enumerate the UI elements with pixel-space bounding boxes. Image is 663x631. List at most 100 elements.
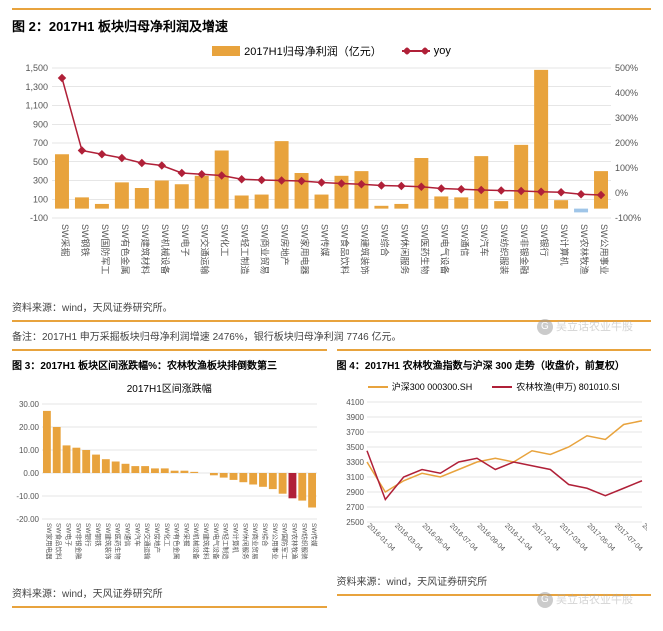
- chart2-title: 图 2：2017H1 板块归母净利润及增速: [12, 8, 651, 39]
- svg-text:0.00: 0.00: [23, 469, 39, 478]
- svg-text:SW采掘: SW采掘: [60, 224, 71, 257]
- svg-text:SW医药生物: SW医药生物: [114, 523, 123, 560]
- chart2-legend: 2017H1归母净利润（亿元） yoy: [12, 43, 651, 59]
- svg-text:700: 700: [33, 138, 48, 148]
- svg-text:2016-09-04: 2016-09-04: [475, 522, 505, 552]
- svg-text:SW休闲服务: SW休闲服务: [241, 523, 250, 560]
- svg-text:SW银行: SW银行: [84, 523, 93, 547]
- svg-text:SW交通运输: SW交通运输: [143, 523, 152, 560]
- svg-text:SW通信: SW通信: [459, 224, 470, 257]
- svg-text:SW交通运输: SW交通运输: [200, 224, 211, 275]
- svg-text:1,500: 1,500: [25, 63, 48, 73]
- svg-text:SW建筑装饰: SW建筑装饰: [104, 523, 113, 560]
- svg-text:4100: 4100: [346, 398, 364, 407]
- chart4-svg: 2500270029003100330035003700390041002016…: [337, 397, 647, 567]
- svg-text:10.00: 10.00: [19, 446, 40, 455]
- svg-text:2017-01-04: 2017-01-04: [530, 522, 560, 552]
- svg-text:-20.00: -20.00: [16, 515, 39, 524]
- svg-text:3300: 3300: [346, 458, 364, 467]
- svg-text:SW非银金融: SW非银金融: [519, 224, 530, 275]
- svg-text:SW建筑材料: SW建筑材料: [140, 224, 151, 275]
- svg-text:900: 900: [33, 119, 48, 129]
- svg-text:SW农林牧渔: SW农林牧渔: [290, 523, 299, 560]
- svg-text:300%: 300%: [615, 113, 638, 123]
- svg-text:SW综合: SW综合: [379, 224, 390, 257]
- svg-text:SW银行: SW银行: [539, 224, 550, 257]
- watermark: G 吴立话农业牛股: [537, 318, 633, 335]
- svg-text:400%: 400%: [615, 88, 638, 98]
- svg-text:SW计算机: SW计算机: [559, 224, 570, 266]
- legend-bar-label: 2017H1归母净利润（亿元）: [244, 43, 382, 59]
- svg-text:2500: 2500: [346, 518, 364, 527]
- svg-text:SW综合: SW综合: [261, 523, 270, 547]
- svg-text:SW化工: SW化工: [220, 224, 231, 257]
- svg-text:SW钢铁: SW钢铁: [80, 224, 91, 257]
- svg-text:500%: 500%: [615, 63, 638, 73]
- legend-line-label: yoy: [434, 45, 451, 57]
- svg-text:1,300: 1,300: [25, 82, 48, 92]
- svg-text:2016-01-04: 2016-01-04: [365, 522, 395, 552]
- svg-text:SW房地产: SW房地产: [280, 224, 291, 266]
- svg-text:20.00: 20.00: [19, 423, 40, 432]
- svg-text:SW通信: SW通信: [123, 523, 132, 547]
- svg-text:3500: 3500: [346, 443, 364, 452]
- svg-text:SW非银金融: SW非银金融: [74, 523, 83, 560]
- svg-text:SW商业贸易: SW商业贸易: [251, 523, 260, 559]
- svg-text:-100%: -100%: [615, 213, 641, 223]
- chart3-title: 图 3：2017H1 板块区间涨跌幅%：农林牧渔板块排倒数第三: [12, 349, 327, 376]
- chart3-source: 资料来源：wind，天风证券研究所: [12, 579, 327, 608]
- svg-text:SW家用电器: SW家用电器: [45, 523, 54, 560]
- svg-text:SW电子: SW电子: [180, 224, 191, 257]
- legend-a-label: 沪深300 000300.SH: [392, 380, 473, 393]
- svg-text:SW轻工制造: SW轻工制造: [240, 224, 251, 275]
- svg-text:SW农林牧渔: SW农林牧渔: [579, 224, 590, 275]
- svg-text:SW公用事业: SW公用事业: [599, 224, 610, 275]
- svg-text:SW电子: SW电子: [65, 523, 74, 547]
- svg-text:1,100: 1,100: [25, 101, 48, 111]
- svg-text:100%: 100%: [615, 163, 638, 173]
- svg-text:2017-05-04: 2017-05-04: [585, 522, 615, 552]
- svg-text:SW机械设备: SW机械设备: [192, 523, 201, 560]
- svg-text:200%: 200%: [615, 138, 638, 148]
- chart3-subtitle: 2017H1区间涨跌幅: [12, 380, 327, 395]
- svg-text:SW电气设备: SW电气设备: [439, 224, 450, 275]
- svg-text:SW建筑材料: SW建筑材料: [202, 523, 211, 560]
- svg-text:SW汽车: SW汽车: [479, 224, 490, 257]
- svg-text:SW轻工制造: SW轻工制造: [222, 523, 231, 560]
- svg-text:SW电气设备: SW电气设备: [212, 523, 221, 560]
- svg-text:-100: -100: [30, 213, 48, 223]
- svg-text:SW家用电器: SW家用电器: [300, 224, 311, 275]
- svg-text:SW食品饮料: SW食品饮料: [339, 224, 350, 275]
- svg-text:SW医药生物: SW医药生物: [419, 224, 430, 275]
- svg-text:SW传媒: SW传媒: [310, 523, 319, 547]
- svg-text:SW纺织服装: SW纺织服装: [499, 224, 510, 275]
- svg-text:100: 100: [33, 194, 48, 204]
- svg-text:SW采掘: SW采掘: [182, 523, 191, 547]
- chart3-svg: -20.00-10.000.0010.0020.0030.00SW家用电器SW食…: [12, 399, 322, 579]
- svg-text:SW汽车: SW汽车: [133, 523, 142, 547]
- svg-text:SW国防军工: SW国防军工: [100, 224, 111, 275]
- svg-text:2900: 2900: [346, 488, 364, 497]
- svg-text:SW机械设备: SW机械设备: [160, 224, 171, 275]
- svg-text:SW休闲服务: SW休闲服务: [399, 224, 410, 275]
- svg-text:SW公用事业: SW公用事业: [271, 523, 280, 560]
- chart4-legend: 沪深300 000300.SH 农林牧渔(申万) 801010.SI: [337, 380, 652, 393]
- svg-text:SW钢铁: SW钢铁: [94, 523, 103, 547]
- svg-text:2016-11-04: 2016-11-04: [503, 522, 533, 552]
- svg-text:SW有色金属: SW有色金属: [173, 523, 182, 559]
- svg-text:SW计算机: SW计算机: [232, 523, 241, 553]
- svg-text:SW国防军工: SW国防军工: [281, 523, 290, 560]
- svg-text:SW商业贸易: SW商业贸易: [260, 224, 271, 275]
- svg-text:2016-07-04: 2016-07-04: [448, 522, 478, 552]
- svg-text:2016-05-04: 2016-05-04: [420, 522, 450, 552]
- svg-text:300: 300: [33, 176, 48, 186]
- svg-text:SW化工: SW化工: [163, 523, 172, 547]
- svg-text:3900: 3900: [346, 413, 364, 422]
- chart2-svg: -1001003005007009001,1001,3001,500-100%0…: [12, 63, 651, 293]
- svg-text:2017-07-04: 2017-07-04: [613, 522, 643, 552]
- svg-text:SW食品饮料: SW食品饮料: [55, 523, 64, 560]
- svg-text:SW有色金属: SW有色金属: [120, 224, 131, 275]
- watermark: G 吴立话农业牛股: [537, 591, 633, 608]
- svg-text:2700: 2700: [346, 503, 364, 512]
- legend-b-label: 农林牧渔(申万) 801010.SI: [516, 380, 620, 393]
